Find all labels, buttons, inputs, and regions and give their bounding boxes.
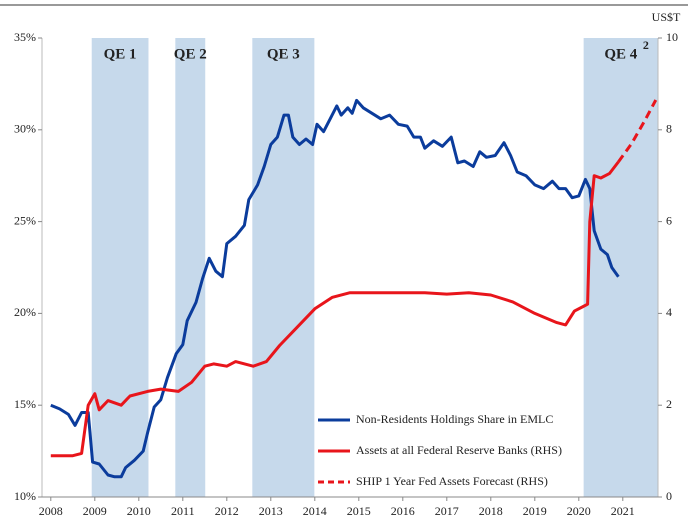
x-tick-label: 2018 xyxy=(479,504,503,518)
qe-label: QE 4 xyxy=(604,46,637,62)
legend-label: SHIP 1 Year Fed Assets Forecast (RHS) xyxy=(356,474,548,488)
qe-superscript: 2 xyxy=(643,38,649,52)
x-tick-label: 2017 xyxy=(435,504,459,518)
y2-tick-label: 2 xyxy=(666,397,672,411)
x-tick-label: 2014 xyxy=(303,504,327,518)
qe-label: QE 1 xyxy=(104,46,137,62)
x-tick-label: 2010 xyxy=(127,504,151,518)
y-tick-label: 20% xyxy=(14,305,36,319)
x-tick-label: 2008 xyxy=(39,504,63,518)
legend: Non-Residents Holdings Share in EMLC Asse… xyxy=(318,412,562,488)
x-tick-label: 2012 xyxy=(215,504,239,518)
series-line xyxy=(50,98,620,479)
qe-region xyxy=(91,38,149,497)
x-tick-label: 2011 xyxy=(171,504,195,518)
y2-tick-label: 10 xyxy=(666,30,678,44)
y-tick-label: 10% xyxy=(14,489,36,503)
x-tick-label: 2013 xyxy=(259,504,283,518)
series-line xyxy=(50,160,620,458)
qe-region xyxy=(252,38,315,497)
x-tick-label: 2020 xyxy=(567,504,591,518)
y2-unit-label: US$T xyxy=(652,10,681,24)
qe-region xyxy=(583,38,658,497)
x-tick-label: 2021 xyxy=(611,504,635,518)
y2-tick-label: 6 xyxy=(666,213,672,227)
x-tick-label: 2009 xyxy=(83,504,107,518)
legend-label: Assets at all Federal Reserve Banks (RHS… xyxy=(356,443,562,457)
qe-label: QE 2 xyxy=(174,46,207,62)
y-tick-label: 15% xyxy=(14,397,36,411)
legend-label: Non-Residents Holdings Share in EMLC xyxy=(356,412,553,426)
x-tick-label: 2016 xyxy=(391,504,415,518)
qe-label: QE 3 xyxy=(267,46,300,62)
y2-tick-label: 8 xyxy=(666,122,672,136)
y2-tick-label: 4 xyxy=(666,305,672,319)
y-tick-label: 25% xyxy=(14,213,36,227)
x-tick-label: 2019 xyxy=(523,504,547,518)
y2-tick-label: 0 xyxy=(666,489,672,503)
x-tick-label: 2015 xyxy=(347,504,371,518)
y-tick-label: 30% xyxy=(14,122,36,136)
y-tick-label: 35% xyxy=(14,30,36,44)
qe-region xyxy=(175,38,206,497)
